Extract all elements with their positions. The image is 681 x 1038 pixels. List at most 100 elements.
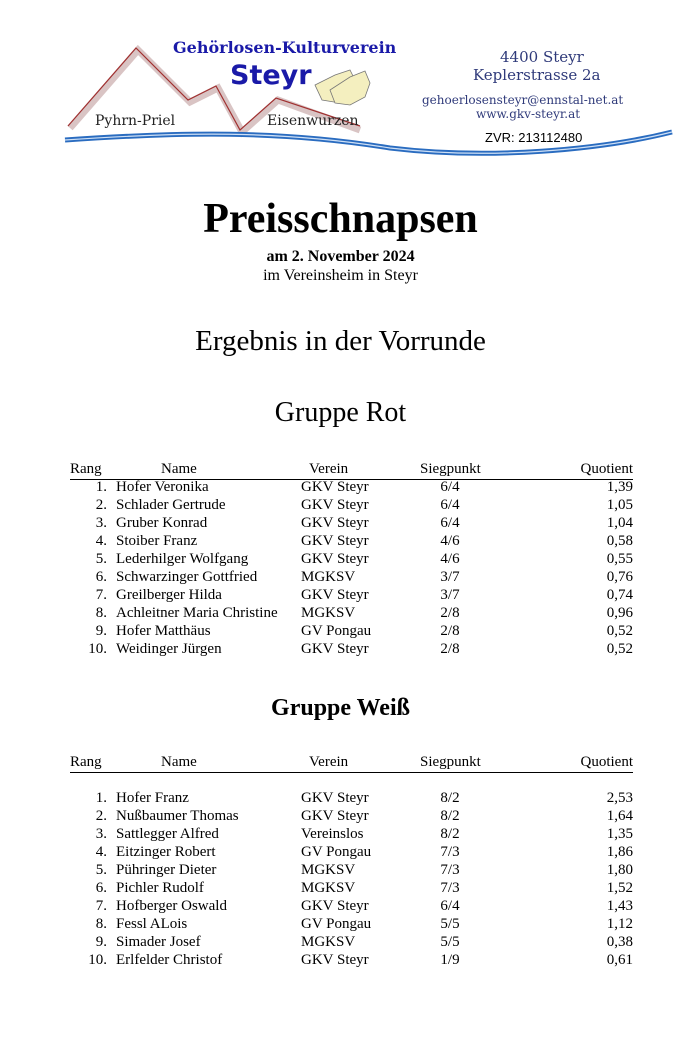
- table-row: 5. Lederhilger Wolfgang GKV Steyr 4/6 0,55: [70, 551, 633, 569]
- table-row: 7. Hofberger Oswald GKV Steyr 6/4 1,43: [70, 898, 633, 916]
- cell-name: Hofberger Oswald: [116, 898, 227, 914]
- cell-name: Lederhilger Wolfgang: [116, 551, 249, 567]
- cell-siegpunkt: 3/7: [440, 587, 460, 603]
- table-row: 8. Achleitner Maria Christine MGKSV 2/8 0,96: [70, 605, 633, 623]
- column-header-siegpunkt: Siegpunkt: [420, 754, 481, 770]
- email-link[interactable]: gehoerlosensteyr@ennstal-net.at: [422, 93, 624, 107]
- column-header-name: Name: [161, 461, 197, 477]
- cell-verein: GKV Steyr: [301, 533, 369, 549]
- cell-rang: 9.: [95, 934, 107, 950]
- cell-siegpunkt: 6/4: [440, 497, 460, 513]
- table-header: Rang Name Verein Siegpunkt Quotient: [70, 754, 633, 773]
- cell-rang: 2.: [95, 497, 107, 513]
- cell-rang: 5.: [95, 862, 107, 878]
- cell-name: Gruber Konrad: [116, 515, 208, 531]
- column-header-siegpunkt: Siegpunkt: [420, 461, 481, 477]
- cell-rang: 1.: [95, 790, 107, 806]
- group-weiss-title: Gruppe Weiß: [271, 695, 410, 721]
- cell-quotient: 0,38: [606, 934, 633, 950]
- table-row: 9. Simader Josef MGKSV 5/5 0,38: [70, 934, 633, 952]
- column-header-quotient: Quotient: [580, 461, 634, 477]
- cell-verein: GKV Steyr: [301, 898, 369, 914]
- cell-quotient: 2,53: [606, 790, 633, 806]
- table-row: 3. Sattlegger Alfred Vereinslos 8/2 1,35: [70, 826, 633, 844]
- cell-siegpunkt: 3/7: [440, 569, 460, 585]
- table-row: 4. Stoiber Franz GKV Steyr 4/6 0,58: [70, 533, 633, 551]
- table-row: 5. Pühringer Dieter MGKSV 7/3 1,80: [70, 862, 633, 880]
- table-row: 2. Schlader Gertrude GKV Steyr 6/4 1,05: [70, 497, 633, 515]
- column-header-rang: Rang: [70, 754, 102, 770]
- cell-quotient: 1,05: [606, 497, 633, 513]
- section-subtitle: Ergebnis in der Vorrunde: [195, 325, 486, 357]
- region-left: Pyhrn-Priel: [95, 113, 176, 129]
- cell-rang: 6.: [95, 880, 107, 896]
- table-row: 7. Greilberger Hilda GKV Steyr 3/7 0,74: [70, 587, 633, 605]
- cell-quotient: 1,43: [606, 898, 633, 914]
- cell-name: Nußbaumer Thomas: [116, 808, 239, 824]
- cell-name: Pühringer Dieter: [116, 862, 217, 878]
- cell-rang: 7.: [95, 898, 107, 914]
- cell-verein: MGKSV: [301, 880, 356, 896]
- cell-verein: GKV Steyr: [301, 952, 369, 968]
- page-title: Preisschnapsen: [203, 196, 478, 242]
- cell-rang: 9.: [95, 623, 107, 639]
- cell-siegpunkt: 6/4: [440, 898, 460, 914]
- cell-siegpunkt: 2/8: [440, 605, 460, 621]
- cell-quotient: 1,12: [606, 916, 633, 932]
- cell-name: Achleitner Maria Christine: [116, 605, 278, 621]
- cell-siegpunkt: 6/4: [440, 479, 460, 495]
- cell-rang: 8.: [95, 916, 107, 932]
- cell-quotient: 0,52: [606, 623, 633, 639]
- cell-name: Greilberger Hilda: [116, 587, 222, 603]
- cell-siegpunkt: 4/6: [440, 551, 460, 567]
- table-row: 9. Hofer Matthäus GV Pongau 2/8 0,52: [70, 623, 633, 641]
- cell-verein: GKV Steyr: [301, 551, 369, 567]
- club-name: Gehörlosen-Kulturverein: [173, 38, 397, 57]
- cell-quotient: 0,61: [606, 952, 633, 968]
- cell-quotient: 0,52: [606, 641, 633, 657]
- cell-rang: 5.: [95, 551, 107, 567]
- table-row: 4. Eitzinger Robert GV Pongau 7/3 1,86: [70, 844, 633, 862]
- event-venue: im Vereinsheim in Steyr: [263, 267, 418, 284]
- cell-quotient: 0,58: [606, 533, 633, 549]
- cell-verein: Vereinslos: [301, 826, 364, 842]
- cell-siegpunkt: 7/3: [440, 880, 460, 896]
- table-row: 1. Hofer Veronika GKV Steyr 6/4 1,39: [70, 479, 633, 497]
- column-header-name: Name: [161, 754, 197, 770]
- cell-quotient: 1,04: [606, 515, 633, 531]
- cell-quotient: 1,39: [606, 479, 633, 495]
- table-row: 10. Erlfelder Christof GKV Steyr 1/9 0,61: [70, 952, 633, 970]
- cell-rang: 7.: [95, 587, 107, 603]
- table-row: 1. Hofer Franz GKV Steyr 8/2 2,53: [70, 790, 633, 808]
- hands-icon: [314, 69, 371, 106]
- cell-name: Eitzinger Robert: [116, 844, 216, 860]
- cell-verein: GKV Steyr: [301, 641, 369, 657]
- cell-siegpunkt: 7/3: [440, 862, 460, 878]
- cell-quotient: 1,64: [606, 808, 633, 824]
- cell-siegpunkt: 1/9: [440, 952, 460, 968]
- cell-rang: 2.: [95, 808, 107, 824]
- table-header: Rang Name Verein Siegpunkt Quotient: [70, 461, 633, 480]
- cell-siegpunkt: 8/2: [440, 808, 460, 824]
- cell-siegpunkt: 5/5: [440, 916, 460, 932]
- column-header-rang: Rang: [70, 461, 102, 477]
- cell-name: Erlfelder Christof: [116, 952, 223, 968]
- cell-verein: GV Pongau: [301, 623, 372, 639]
- cell-name: Stoiber Franz: [116, 533, 198, 549]
- cell-rang: 3.: [95, 515, 107, 531]
- cell-name: Hofer Matthäus: [116, 623, 211, 639]
- cell-siegpunkt: 6/4: [440, 515, 460, 531]
- cell-quotient: 1,35: [606, 826, 633, 842]
- cell-verein: GV Pongau: [301, 916, 372, 932]
- cell-siegpunkt: 4/6: [440, 533, 460, 549]
- cell-name: Simader Josef: [116, 934, 201, 950]
- website-link[interactable]: www.gkv-steyr.at: [476, 107, 581, 121]
- cell-rang: 4.: [95, 844, 107, 860]
- cell-name: Sattlegger Alfred: [116, 826, 219, 842]
- cell-name: Hofer Franz: [116, 790, 189, 806]
- cell-quotient: 0,55: [606, 551, 633, 567]
- cell-name: Schwarzinger Gottfried: [116, 569, 258, 585]
- cell-verein: MGKSV: [301, 605, 356, 621]
- cell-quotient: 0,76: [606, 569, 633, 585]
- cell-rang: 3.: [95, 826, 107, 842]
